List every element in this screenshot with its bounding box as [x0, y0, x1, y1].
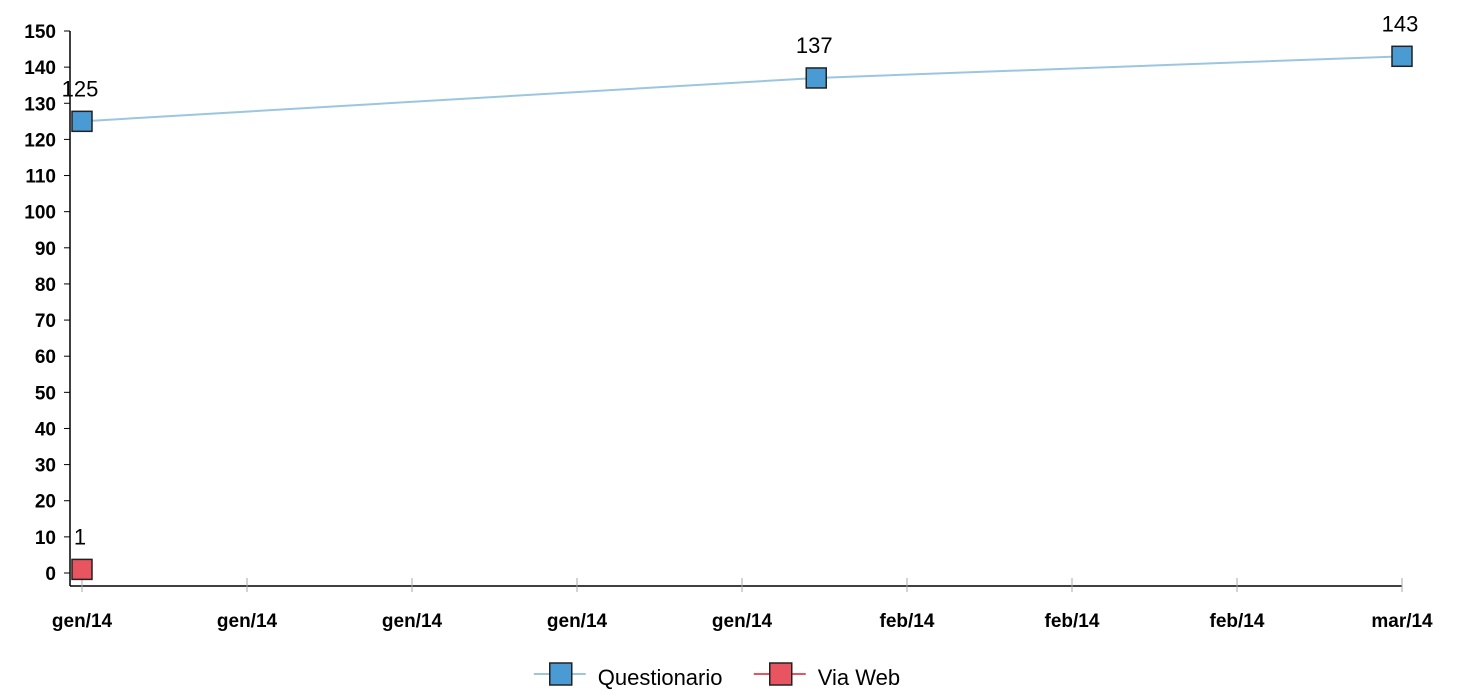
y-tick-label: 100: [24, 203, 56, 224]
x-tick-label: feb/14: [880, 611, 935, 632]
x-tick-label: feb/14: [1210, 611, 1265, 632]
data-labels: 125 137 143 1: [62, 11, 1419, 549]
data-point-questionario: [805, 67, 827, 89]
data-label-questionario: 143: [1382, 11, 1419, 36]
y-tick-label: 80: [35, 275, 56, 296]
legend-label-questionario: Questionario: [598, 665, 723, 690]
data-label-questionario: 137: [796, 33, 833, 58]
y-tick-label: 150: [24, 22, 56, 43]
y-tick-label: 40: [35, 419, 56, 440]
y-tick-label: 0: [45, 564, 56, 585]
series-line-questionario: [81, 55, 1403, 123]
series-markers: [71, 45, 1413, 581]
x-tick-label: mar/14: [1371, 611, 1433, 632]
data-label-via-web: 1: [74, 524, 86, 549]
series-lines: [81, 55, 1403, 123]
y-tick-label: 30: [35, 456, 56, 477]
y-tick-label: 110: [25, 167, 56, 188]
x-axis-ticks: gen/14 gen/14 gen/14 gen/14 gen/14 feb/14 feb/…: [52, 578, 1433, 632]
y-tick-label: 140: [24, 58, 56, 79]
y-tick-label: 10: [35, 528, 56, 549]
x-tick-label: feb/14: [1045, 611, 1100, 632]
y-tick-label: 130: [24, 94, 56, 115]
x-tick-label: gen/14: [52, 611, 113, 632]
y-axis-ticks: 0 10 20 30 40 50 60 70 80 90 100 110 120 130 140 150: [24, 22, 70, 585]
y-tick-label: 120: [24, 130, 56, 151]
data-label-questionario: 125: [62, 76, 99, 101]
x-tick-label: gen/14: [547, 611, 608, 632]
y-tick-label: 70: [35, 311, 56, 332]
y-tick-label: 90: [35, 239, 56, 260]
legend-label-via-web: Via Web: [818, 665, 900, 690]
y-tick-label: 60: [35, 347, 56, 368]
legend-marker-questionario: [549, 662, 573, 686]
x-tick-label: gen/14: [712, 611, 773, 632]
y-tick-label: 50: [35, 383, 56, 404]
data-point-via-web: [71, 558, 93, 581]
axes: [69, 31, 1402, 587]
x-tick-label: gen/14: [217, 611, 278, 632]
data-point-questionario: [1391, 45, 1413, 68]
x-tick-label: gen/14: [382, 611, 443, 632]
y-tick-label: 20: [35, 492, 56, 513]
legend: Questionario Via Web: [533, 662, 900, 690]
legend-marker-via-web: [769, 662, 793, 686]
data-point-questionario: [71, 110, 93, 133]
